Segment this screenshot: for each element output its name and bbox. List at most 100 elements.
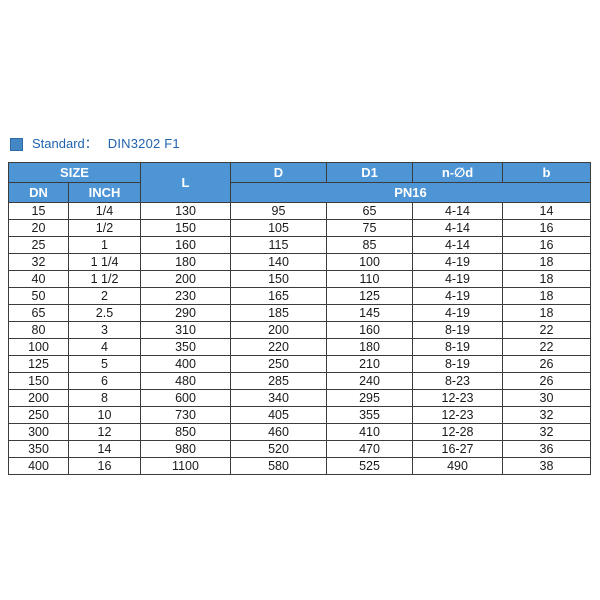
cell-l: 230 [140, 287, 231, 305]
cell-l: 350 [140, 338, 231, 356]
cell-inch: 1 1/2 [68, 270, 141, 288]
cell-dn: 20 [8, 219, 69, 237]
header-row-1: SIZE L D D1 n-∅d b [8, 162, 591, 203]
cell-inch: 1/4 [68, 202, 141, 220]
table-row: 25 1 160 115 85 4-14 16 [8, 236, 591, 254]
cell-n-diameter-d: 4-19 [412, 253, 503, 271]
header-n-diameter-d: n-∅d [412, 162, 503, 183]
table-row: 20 1/2 150 105 75 4-14 16 [8, 219, 591, 237]
cell-b: 16 [502, 236, 591, 254]
cell-inch: 1/2 [68, 219, 141, 237]
cell-d: 105 [230, 219, 327, 237]
cell-b: 32 [502, 423, 591, 441]
cell-l: 600 [140, 389, 231, 407]
cell-n-diameter-d: 4-14 [412, 219, 503, 237]
standard-line: Standard： DIN3202 F1 [10, 136, 180, 152]
cell-b: 18 [502, 253, 591, 271]
cell-d: 115 [230, 236, 327, 254]
cell-l: 480 [140, 372, 231, 390]
cell-b: 22 [502, 338, 591, 356]
cell-dn: 15 [8, 202, 69, 220]
cell-d: 140 [230, 253, 327, 271]
cell-d: 150 [230, 270, 327, 288]
cell-d1: 125 [326, 287, 413, 305]
standard-label: Standard： [32, 136, 98, 151]
cell-l: 1100 [140, 457, 231, 475]
cell-inch: 16 [68, 457, 141, 475]
cell-d: 95 [230, 202, 327, 220]
cell-b: 18 [502, 287, 591, 305]
cell-n-diameter-d: 8-19 [412, 355, 503, 373]
cell-dn: 40 [8, 270, 69, 288]
cell-dn: 32 [8, 253, 69, 271]
cell-d1: 75 [326, 219, 413, 237]
standard-value: DIN3202 F1 [107, 136, 180, 151]
table-header: SIZE L D D1 n-∅d b DN INCH PN16 [8, 162, 591, 203]
cell-l: 290 [140, 304, 231, 322]
cell-inch: 6 [68, 372, 141, 390]
cell-inch: 5 [68, 355, 141, 373]
cell-d: 405 [230, 406, 327, 424]
cell-dn: 150 [8, 372, 69, 390]
table-row: 100 4 350 220 180 8-19 22 [8, 338, 591, 356]
cell-dn: 80 [8, 321, 69, 339]
header-d1: D1 [326, 162, 413, 183]
cell-d: 200 [230, 321, 327, 339]
cell-l: 150 [140, 219, 231, 237]
cell-d1: 85 [326, 236, 413, 254]
cell-l: 160 [140, 236, 231, 254]
cell-d1: 180 [326, 338, 413, 356]
table-row: 150 6 480 285 240 8-23 26 [8, 372, 591, 390]
cell-b: 22 [502, 321, 591, 339]
cell-inch: 1 1/4 [68, 253, 141, 271]
table-row: 40 1 1/2 200 150 110 4-19 18 [8, 270, 591, 288]
cell-d: 165 [230, 287, 327, 305]
cell-b: 36 [502, 440, 591, 458]
cell-inch: 14 [68, 440, 141, 458]
cell-n-diameter-d: 4-19 [412, 287, 503, 305]
cell-d1: 100 [326, 253, 413, 271]
cell-n-diameter-d: 12-23 [412, 406, 503, 424]
cell-b: 32 [502, 406, 591, 424]
cell-n-diameter-d: 490 [412, 457, 503, 475]
cell-b: 18 [502, 304, 591, 322]
cell-dn: 200 [8, 389, 69, 407]
cell-inch: 2.5 [68, 304, 141, 322]
cell-n-diameter-d: 12-28 [412, 423, 503, 441]
cell-l: 850 [140, 423, 231, 441]
cell-d1: 295 [326, 389, 413, 407]
header-l: L [140, 162, 231, 203]
table-body: 15 1/4 130 95 65 4-14 14 20 1/2 150 105 … [8, 202, 591, 475]
table-row: 400 16 1100 580 525 490 38 [8, 457, 591, 475]
cell-d: 520 [230, 440, 327, 458]
cell-n-diameter-d: 8-23 [412, 372, 503, 390]
cell-dn: 125 [8, 355, 69, 373]
cell-dn: 100 [8, 338, 69, 356]
cell-dn: 350 [8, 440, 69, 458]
cell-l: 130 [140, 202, 231, 220]
cell-n-diameter-d: 8-19 [412, 338, 503, 356]
cell-l: 730 [140, 406, 231, 424]
cell-d: 285 [230, 372, 327, 390]
cell-inch: 1 [68, 236, 141, 254]
cell-inch: 2 [68, 287, 141, 305]
cell-dn: 25 [8, 236, 69, 254]
cell-d: 580 [230, 457, 327, 475]
header-b: b [502, 162, 591, 183]
cell-inch: 12 [68, 423, 141, 441]
dimensions-table: SIZE L D D1 n-∅d b DN INCH PN16 15 1/4 1… [8, 162, 591, 475]
cell-d1: 240 [326, 372, 413, 390]
cell-b: 38 [502, 457, 591, 475]
cell-d: 250 [230, 355, 327, 373]
cell-dn: 65 [8, 304, 69, 322]
cell-d1: 410 [326, 423, 413, 441]
cell-d: 185 [230, 304, 327, 322]
table-row: 250 10 730 405 355 12-23 32 [8, 406, 591, 424]
cell-l: 200 [140, 270, 231, 288]
cell-d: 460 [230, 423, 327, 441]
table-row: 15 1/4 130 95 65 4-14 14 [8, 202, 591, 220]
cell-b: 26 [502, 372, 591, 390]
header-pn16-band: PN16 [230, 182, 591, 203]
cell-n-diameter-d: 12-23 [412, 389, 503, 407]
cell-b: 26 [502, 355, 591, 373]
